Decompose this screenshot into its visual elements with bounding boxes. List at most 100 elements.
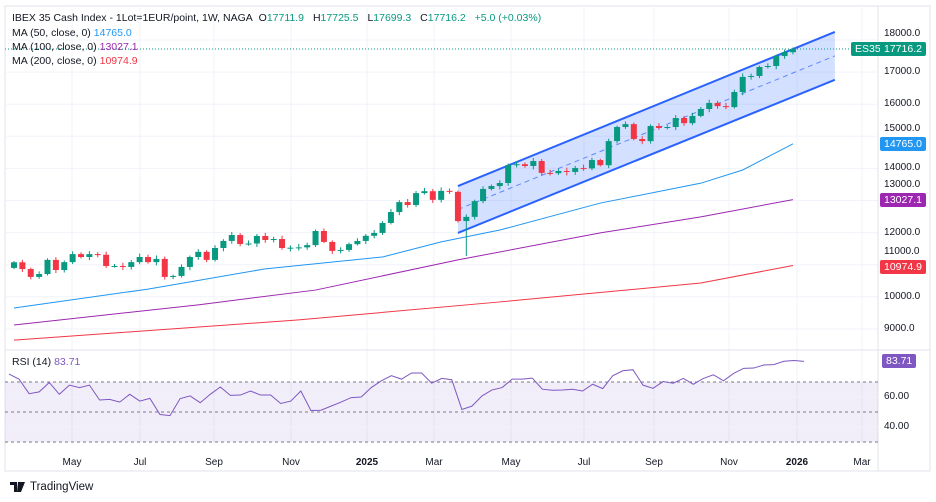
candle	[44, 258, 51, 276]
tradingview-logo-icon	[10, 482, 25, 492]
candle	[312, 229, 319, 247]
candle-body	[530, 161, 537, 166]
candle	[781, 49, 788, 59]
candle-body	[103, 254, 110, 266]
candle-body	[538, 161, 545, 173]
candle	[756, 65, 763, 79]
candle	[748, 73, 755, 80]
candle-body	[379, 222, 386, 233]
price-axis-label: 17000.0	[884, 66, 921, 78]
candle-body	[714, 102, 721, 107]
candle-body	[354, 240, 361, 245]
candle	[446, 188, 453, 194]
candle	[27, 267, 34, 280]
candle	[52, 257, 59, 274]
price-axis-label: 10000.0	[884, 290, 921, 302]
tradingview-logo[interactable]: TradingView	[10, 481, 93, 493]
low-value: 17699.3	[373, 12, 412, 24]
candle	[681, 116, 688, 126]
candle	[739, 73, 746, 96]
time-axis-label: Nov	[720, 457, 738, 468]
candle	[463, 214, 470, 257]
candle	[480, 186, 487, 204]
candle	[572, 165, 579, 175]
ma100-value: 13027.1	[99, 41, 138, 53]
price-axis-label: 14000.0	[884, 162, 921, 174]
candle	[513, 161, 520, 168]
candle-body	[597, 160, 604, 166]
candle	[689, 112, 696, 126]
candle	[454, 190, 461, 223]
candle	[664, 125, 671, 130]
candle-body	[371, 232, 378, 236]
candle	[505, 163, 512, 186]
rsi-legend-value: 83.71	[54, 356, 81, 368]
candle	[228, 232, 235, 244]
candle	[438, 187, 445, 203]
ma50-legend[interactable]: MA (50, close, 0) 14765.0	[12, 26, 135, 40]
candle-body	[764, 66, 771, 68]
candle-body	[463, 216, 470, 222]
candle	[630, 122, 637, 141]
channel-upper-line	[457, 31, 836, 187]
candle-body	[186, 256, 193, 267]
candle-body	[362, 235, 369, 241]
candle	[186, 255, 193, 271]
rsi-legend[interactable]: RSI (14) 83.71	[12, 355, 83, 369]
candle-body	[781, 52, 788, 57]
low-label: L	[367, 12, 374, 24]
price-axis-label: 12000.0	[884, 226, 921, 238]
candle	[295, 243, 302, 251]
price-axis-label: 13000.0	[884, 179, 921, 190]
candle-body	[547, 172, 554, 174]
rsi-band-fill	[5, 382, 878, 442]
candle-body	[748, 75, 755, 77]
symbol-legend: IBEX 35 Cash Index - 1Lot=1EUR/point, 1W…	[12, 11, 544, 25]
candle	[103, 251, 110, 269]
candle-body	[203, 251, 210, 260]
candle	[655, 123, 662, 130]
candle-body	[513, 164, 520, 166]
candle	[111, 263, 118, 268]
candle-body	[220, 240, 227, 249]
candle	[78, 252, 85, 259]
candle-body	[346, 244, 353, 250]
candle	[379, 221, 386, 235]
time-axis-label: Mar	[853, 457, 871, 468]
ma50-tag: 14765.0	[880, 137, 926, 151]
candle-body	[404, 202, 411, 205]
candle	[597, 158, 604, 167]
candle	[203, 250, 210, 263]
high-value: 17725.5	[320, 12, 359, 24]
candle-body	[480, 188, 487, 202]
rsi-value-tag: 83.71	[882, 354, 917, 368]
rsi-line	[8, 360, 805, 417]
ma100-tag: 13027.1	[880, 193, 926, 207]
ma200-legend[interactable]: MA (200, close, 0) 10974.9	[12, 54, 141, 68]
ma50-line	[13, 143, 794, 309]
candle-body	[270, 239, 277, 241]
candle-body	[471, 201, 478, 217]
candle	[329, 240, 336, 254]
candle-body	[320, 230, 327, 242]
ma200-tag: 10974.9	[880, 260, 926, 274]
last-price-tag: 17716.2	[880, 42, 926, 56]
candle	[521, 162, 528, 168]
ma50-value: 14765.0	[93, 27, 132, 39]
candle	[547, 169, 554, 176]
symbol-title[interactable]: IBEX 35 Cash Index - 1Lot=1EUR/point, 1W…	[12, 12, 253, 24]
candle-body	[505, 165, 512, 184]
grid	[5, 6, 878, 445]
candle	[647, 124, 654, 144]
moving-averages	[13, 143, 794, 341]
ma100-legend[interactable]: MA (100, close, 0) 13027.1	[12, 40, 141, 54]
tradingview-wordmark: TradingView	[30, 481, 94, 493]
time-axis-label: Jul	[133, 457, 147, 468]
candle-body	[304, 245, 311, 248]
candle-body	[329, 241, 336, 251]
candle-body	[262, 235, 269, 240]
time-axis-label: May	[501, 457, 521, 468]
close-label: C	[420, 12, 428, 24]
candle-body	[731, 92, 738, 108]
